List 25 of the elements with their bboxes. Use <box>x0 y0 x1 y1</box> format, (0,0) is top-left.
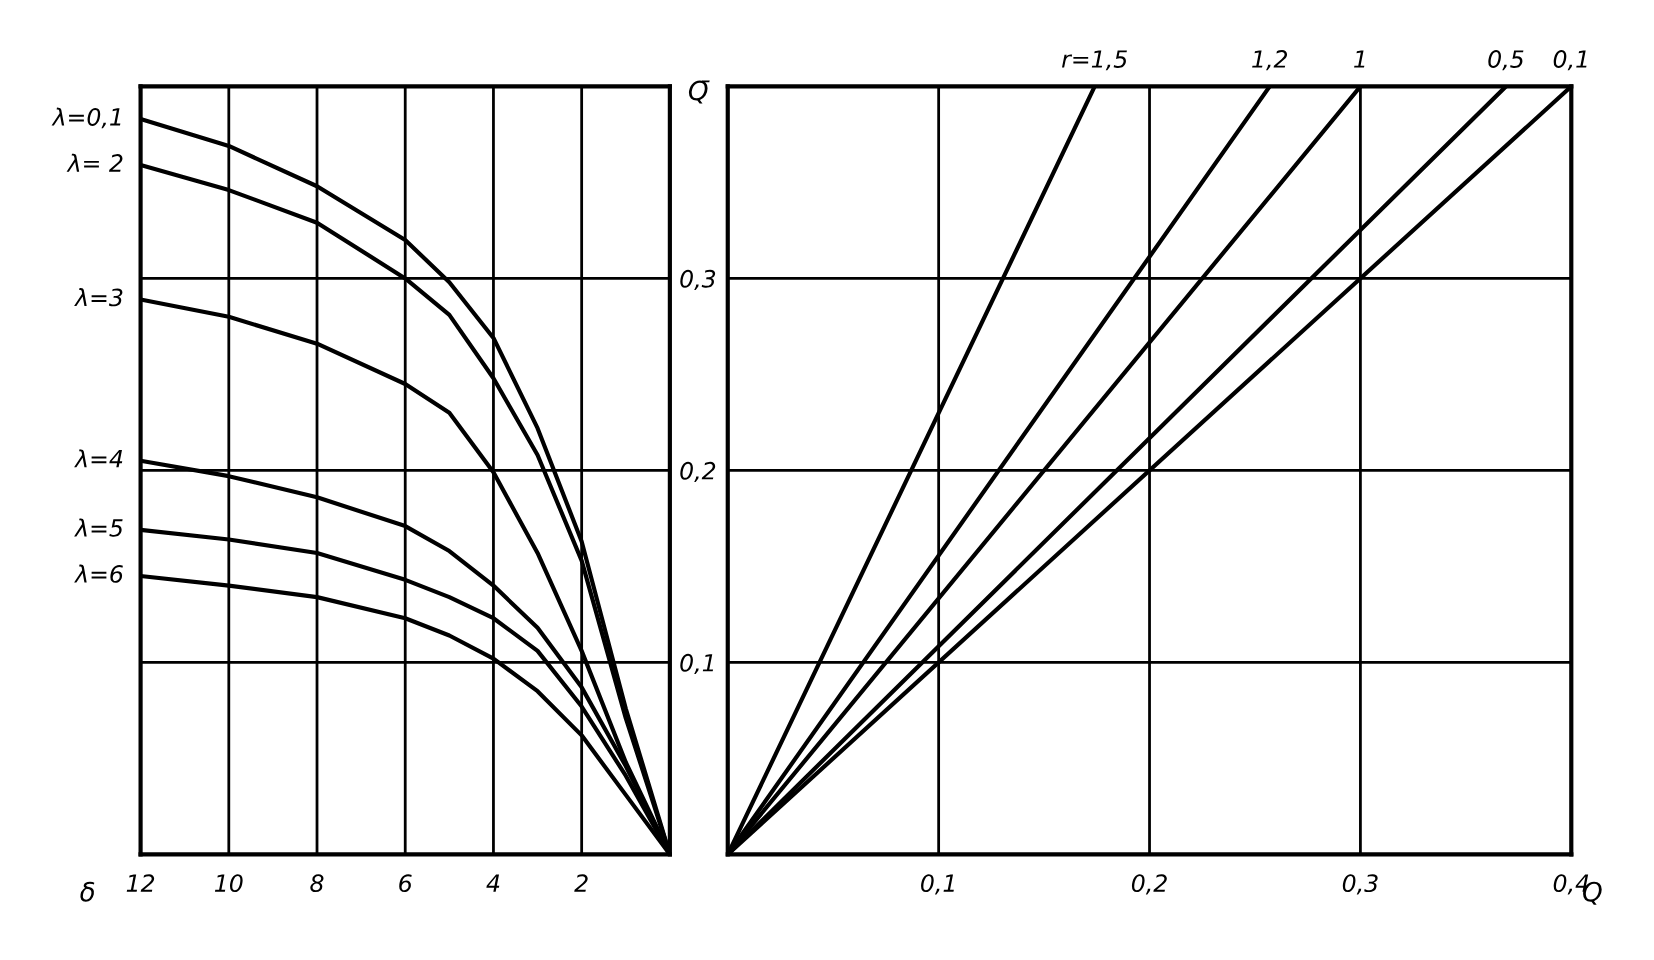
x-tick-label: 4 <box>486 874 500 892</box>
y-tick-label: 0,1 <box>680 653 714 675</box>
x-tick-label: 10 <box>214 874 243 893</box>
x-tick-label: 6 <box>399 874 412 893</box>
x-tick-label: 0,3 <box>1342 874 1378 895</box>
x-tick-label: 0,1 <box>921 874 954 895</box>
series-label: λ=3 <box>74 288 123 307</box>
x-tick-label: 12 <box>126 874 155 892</box>
x-tick-label: 2 <box>574 874 588 892</box>
series-label: 1 <box>1354 50 1365 68</box>
series-label: λ=6 <box>74 564 123 583</box>
series-label: 0,5 <box>1488 50 1524 71</box>
series-label: 1,2 <box>1252 50 1288 71</box>
series-label: λ=4 <box>74 449 123 468</box>
x-axis-title: δ <box>80 881 95 902</box>
series-label: λ= 2 <box>66 153 123 172</box>
y-tick-label: 0,3 <box>680 269 716 291</box>
series-label: r=1,5 <box>1062 50 1127 71</box>
y-axis-title: Q̄ <box>688 80 710 104</box>
x-tick-label: 8 <box>310 874 324 893</box>
y-tick-label: 0,2 <box>680 461 716 483</box>
series-label: 0,1 <box>1553 50 1587 71</box>
series-label: λ=5 <box>74 518 123 537</box>
series-label: λ=0,1 <box>51 107 121 129</box>
x-tick-label: 0,2 <box>1131 874 1167 895</box>
